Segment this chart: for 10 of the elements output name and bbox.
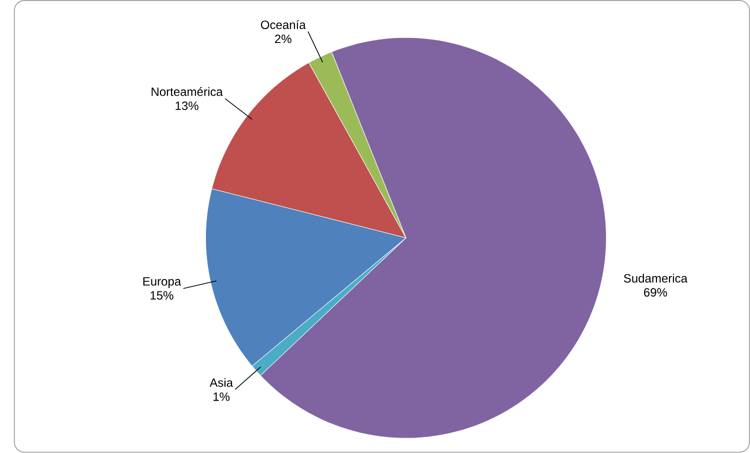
data-label: 69% xyxy=(644,288,668,297)
data-label: 13% xyxy=(176,102,198,110)
slice-label: Sudamerica xyxy=(624,274,688,283)
slice-label: Europa xyxy=(143,277,182,288)
slice-label: Oceanía xyxy=(260,20,306,30)
slice-label: Norteamérica xyxy=(152,87,223,96)
slice-label: Asia xyxy=(210,378,233,388)
data-label: 1% xyxy=(214,392,230,402)
data-label: 2% xyxy=(275,34,292,44)
data-label: 15% xyxy=(150,291,174,300)
